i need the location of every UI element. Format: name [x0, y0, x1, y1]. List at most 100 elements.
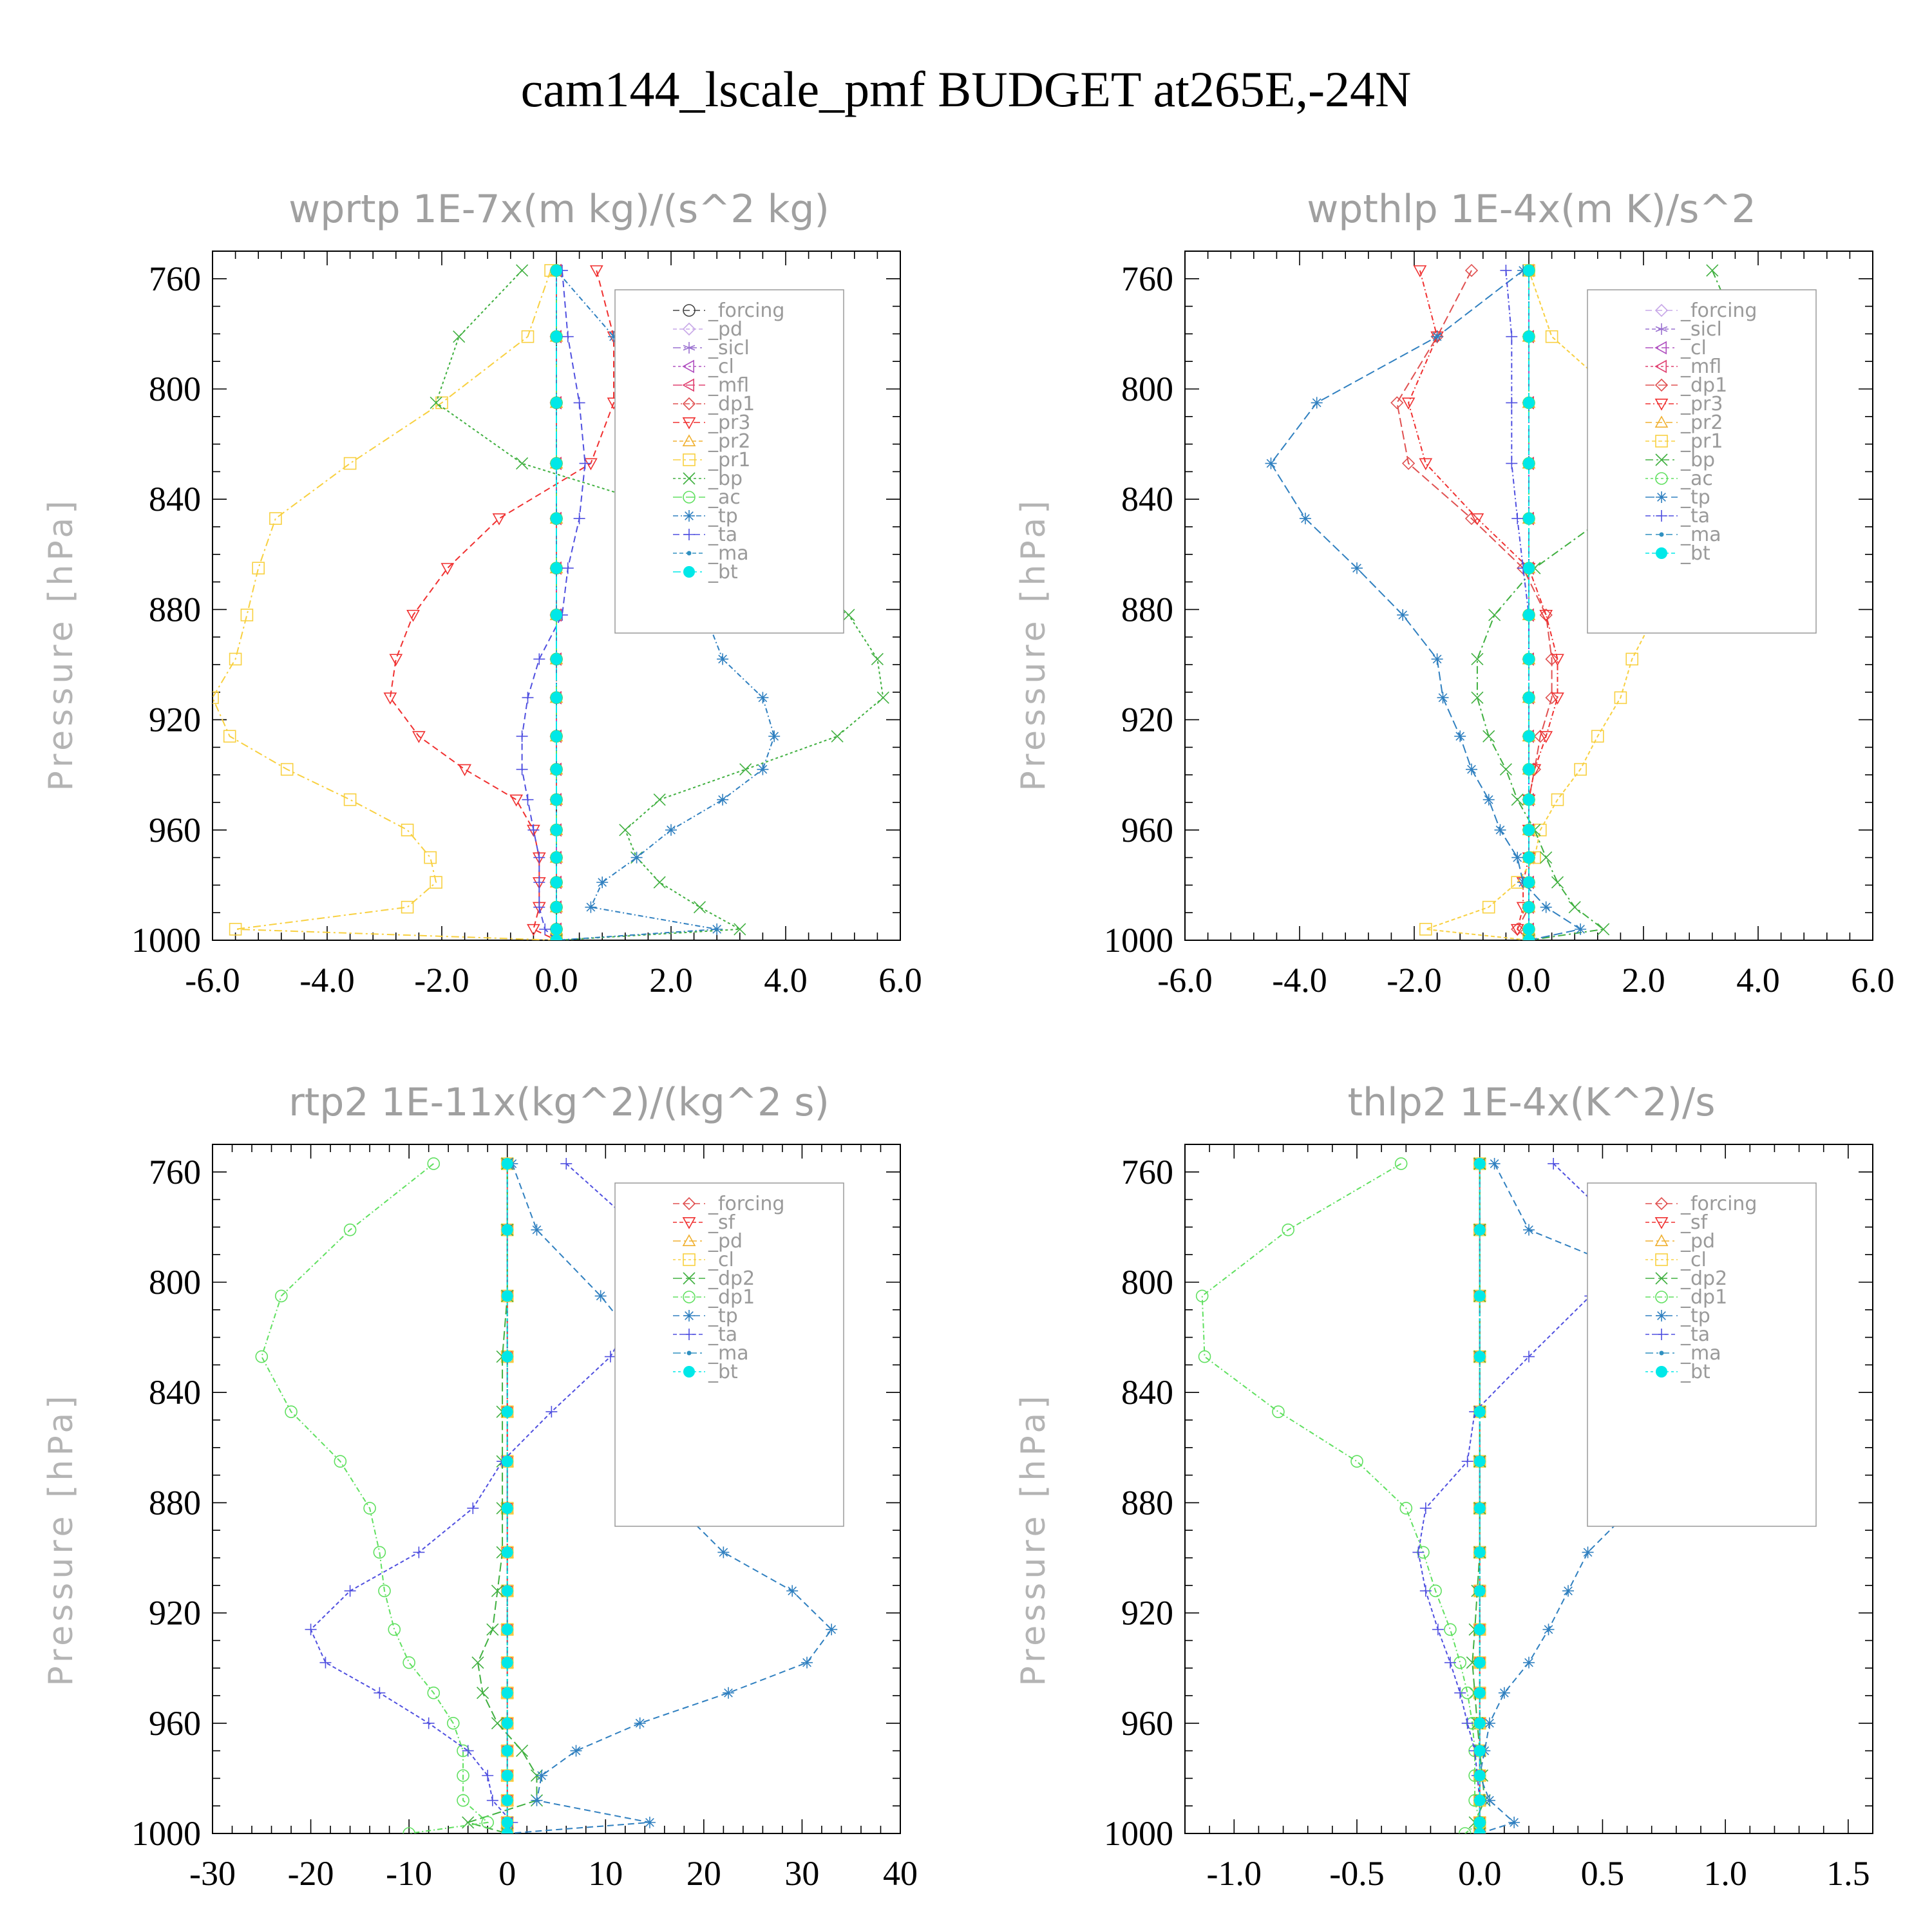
legend-marker [1656, 510, 1667, 522]
data-point [1591, 730, 1604, 743]
legend-box [614, 289, 844, 634]
data-point [1706, 264, 1719, 277]
legend-marker [683, 1291, 696, 1303]
legend-marker [1656, 1329, 1667, 1340]
y-tick-label: 1000 [131, 921, 201, 960]
data-point [1551, 876, 1564, 889]
data-point [374, 1687, 386, 1699]
data-point [551, 562, 562, 574]
data-point [1464, 263, 1479, 278]
data-point [1437, 692, 1449, 704]
panel-title: thlp2 1E-4x(K^2)/s [1347, 1080, 1715, 1125]
data-point [1390, 396, 1404, 410]
data-point [573, 397, 585, 409]
legend-label: _forcing [708, 1193, 784, 1215]
x-tick-label: -6.0 [185, 961, 240, 999]
data-point [471, 1656, 484, 1669]
series-line-ta [521, 270, 586, 940]
data-point [562, 330, 574, 343]
data-point [585, 901, 597, 913]
data-point [343, 793, 357, 806]
legend-label: _dp1 [1680, 1286, 1727, 1309]
data-point [457, 1794, 469, 1807]
legend: _forcing_pd_sicl_cl_mfl_dp1_pr3_pr2_pr1_… [614, 289, 844, 634]
data-point [711, 923, 723, 935]
legend: _forcing_sf_pd_cl_dp2_dp1_tp_ta_ma_bt [1587, 1182, 1817, 1527]
data-point [570, 1745, 582, 1757]
y-tick-label: 880 [149, 1483, 201, 1522]
data-point [1597, 923, 1610, 936]
y-tick-label: 960 [1121, 811, 1173, 849]
data-point [1482, 730, 1495, 743]
data-point [584, 458, 598, 471]
legend-label: _forcing [1680, 1193, 1757, 1215]
y-tick-label: 840 [149, 480, 201, 518]
legend-marker [1659, 1350, 1664, 1356]
data-point [1551, 692, 1564, 705]
data-point [1523, 793, 1535, 806]
x-tick-label: 0.0 [1507, 961, 1551, 999]
data-point [1582, 1546, 1594, 1558]
data-point [1523, 824, 1535, 836]
data-point [491, 1717, 504, 1730]
panel-wpthlp: wpthlp 1E-4x(m K)/s^2 Pressure [hPa] 760… [1014, 187, 1895, 999]
data-point [522, 692, 534, 704]
data-point [522, 793, 534, 806]
y-tick-label: 960 [1121, 1704, 1173, 1743]
data-point [1523, 513, 1535, 525]
data-point [1506, 397, 1518, 409]
data-point [427, 1686, 440, 1700]
data-point [501, 1687, 513, 1699]
data-point [229, 923, 242, 936]
data-point [1523, 763, 1535, 775]
data-point [516, 1745, 529, 1757]
data-point [551, 730, 562, 743]
legend-marker [687, 551, 692, 556]
data-point [1473, 1406, 1486, 1418]
legend-marker [1654, 1197, 1669, 1211]
data-point [1568, 901, 1581, 914]
x-tick-label: 0.5 [1581, 1854, 1625, 1893]
data-point [1533, 730, 1547, 743]
data-point [1511, 851, 1524, 864]
legend-marker [683, 510, 695, 522]
legend-label: _dp1 [708, 1286, 755, 1309]
data-point [533, 876, 545, 889]
data-point [551, 851, 562, 864]
data-point [604, 1350, 616, 1363]
data-point [551, 397, 562, 409]
panel-title: rtp2 1E-11x(kg^2)/(kg^2 s) [289, 1080, 829, 1125]
data-point [457, 1769, 469, 1782]
legend-label: _pd [708, 1230, 743, 1253]
data-point [1401, 457, 1416, 470]
legend-label: _ta [1680, 1323, 1710, 1346]
x-tick-label: 6.0 [878, 961, 922, 999]
legend-marker [1656, 547, 1667, 559]
data-point [401, 824, 414, 837]
y-tick-label: 880 [149, 590, 201, 629]
legend-label: _ta [1680, 505, 1710, 527]
data-point [1625, 652, 1638, 666]
data-point [786, 1585, 799, 1597]
data-point [373, 1546, 386, 1559]
data-point [594, 1290, 607, 1302]
data-point [223, 730, 236, 743]
data-point [1473, 1290, 1486, 1302]
data-point [551, 901, 562, 913]
data-point [619, 824, 632, 837]
data-point [551, 934, 562, 940]
y-tick-label: 800 [1121, 1263, 1173, 1302]
data-point [240, 609, 254, 621]
x-tick-label: 0 [498, 1854, 516, 1893]
data-point [424, 851, 437, 864]
y-tick-label: 760 [1121, 1153, 1173, 1191]
data-point [1500, 264, 1512, 276]
legend-label: _sicl [708, 337, 750, 359]
data-point [481, 1816, 495, 1829]
data-point [501, 1794, 513, 1806]
legend-marker [683, 1310, 695, 1321]
data-point [334, 1455, 347, 1468]
legend-label: _dp2 [1680, 1267, 1727, 1290]
legend-marker [1654, 341, 1667, 355]
panel-thlp2: thlp2 1E-4x(K^2)/s Pressure [hPa] 760 800… [1014, 1080, 1873, 1893]
